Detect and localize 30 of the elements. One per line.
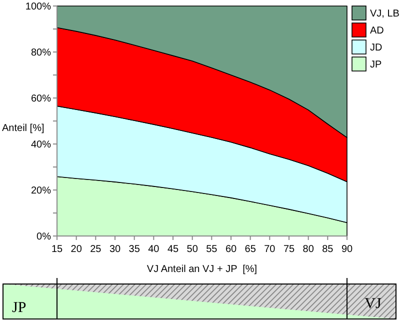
x-tick-label: 15 <box>51 244 63 255</box>
x-tick-label: 65 <box>244 244 256 255</box>
x-tick-label: 60 <box>225 244 237 255</box>
legend-label: AD <box>370 26 384 36</box>
y-tick-label: 80% <box>30 48 52 58</box>
text: VJ <box>364 296 382 312</box>
x-tick-label: 50 <box>186 244 198 255</box>
x-tick-label: 25 <box>90 244 102 255</box>
y-tick-label: 40% <box>30 140 52 150</box>
y-tick-label: 0% <box>36 232 52 242</box>
legend-label: JP <box>370 60 382 70</box>
x-tick-label: 20 <box>70 244 82 255</box>
x-tick-label: 40 <box>148 244 160 255</box>
y-tick-label: 60% <box>30 94 52 104</box>
x-tick-label: 90 <box>341 244 353 255</box>
x-tick-label: 45 <box>167 244 179 255</box>
y-axis-title: Anteil [%] <box>2 123 44 134</box>
x-tick-label: 35 <box>128 244 140 255</box>
legend-label: JD <box>370 42 382 54</box>
x-tick-label: 80 <box>302 244 314 255</box>
legend-label: VJ, LB <box>370 8 400 20</box>
y-tick-label: 20% <box>30 186 52 196</box>
x-tick-label: 75 <box>283 244 295 255</box>
x-tick-label: 85 <box>322 244 334 255</box>
x-tick-label: 70 <box>264 244 276 255</box>
y-tick-label: 100% <box>25 2 52 12</box>
x-axis-title: VJ Anteil an VJ + JP [%] <box>146 264 258 275</box>
x-tick-label: 30 <box>109 244 121 255</box>
text: JP <box>12 300 26 316</box>
x-tick-label: 55 <box>206 244 218 255</box>
